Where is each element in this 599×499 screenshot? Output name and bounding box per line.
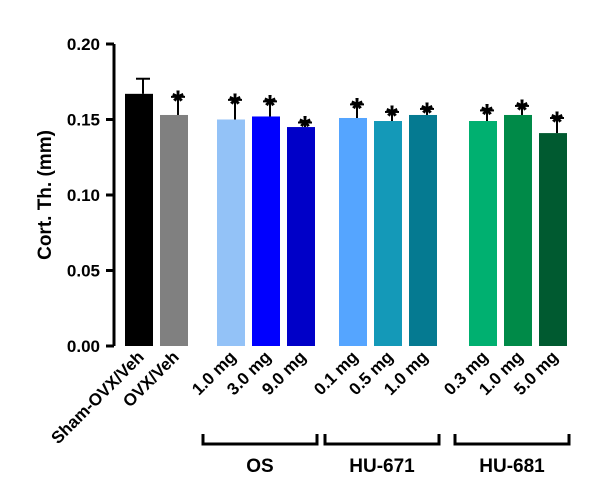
bar [217, 119, 245, 346]
bar [125, 93, 153, 346]
group-bracket [201, 434, 319, 446]
y-tick-label: 0.05 [67, 262, 100, 281]
group-label: HU-671 [349, 456, 415, 477]
y-tick-label: 0.10 [67, 186, 100, 205]
bar [469, 121, 497, 346]
group-bracket [453, 434, 571, 446]
bar [409, 114, 437, 346]
y-tick-label: 0.15 [67, 111, 100, 130]
bar [504, 114, 532, 346]
significance-star: * [421, 97, 433, 130]
significance-star: * [229, 88, 241, 121]
significance-star: * [299, 111, 311, 144]
y-axis-title: Cort. Th. (mm) [35, 130, 56, 260]
group-bracket [323, 434, 441, 446]
bar [160, 114, 188, 346]
y-axis-ticks: 0.00 0.05 0.10 0.15 0.20 [67, 35, 114, 356]
significance-star: * [386, 100, 398, 133]
significance-star: * [264, 89, 276, 122]
y-tick-label: 0.20 [67, 35, 100, 54]
bar [339, 117, 367, 347]
group-brackets: OS HU-671 HU-681 [201, 434, 571, 477]
bar [539, 133, 567, 346]
significance-star: * [516, 94, 528, 127]
bar [287, 127, 315, 346]
group-label: HU-681 [479, 456, 545, 477]
significance-star: * [172, 85, 184, 118]
y-tick-label: 0.00 [67, 337, 100, 356]
bars: * * * * * * * * * * [125, 77, 567, 347]
significance-star: * [481, 98, 493, 131]
bar [374, 121, 402, 346]
significance-star: * [351, 92, 363, 125]
group-label: OS [246, 456, 273, 477]
significance-star: * [551, 106, 563, 139]
bar [252, 116, 280, 346]
